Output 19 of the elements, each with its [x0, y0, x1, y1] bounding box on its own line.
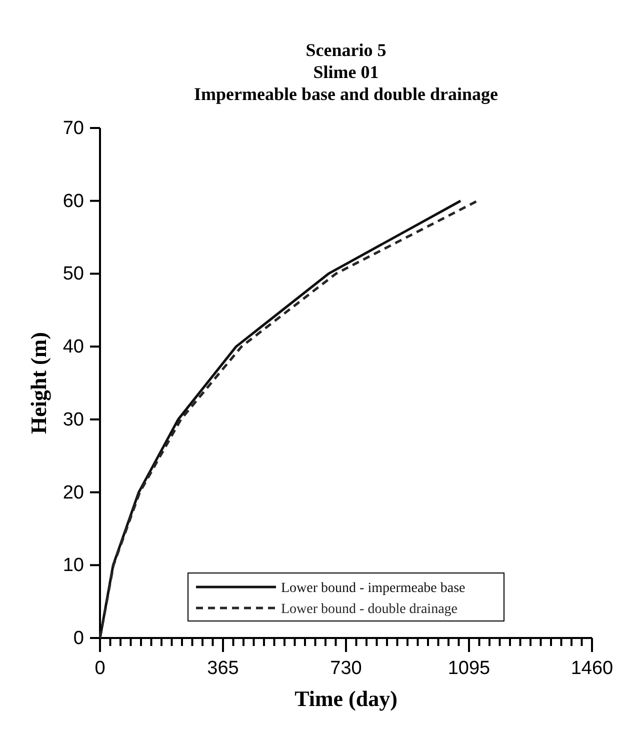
text: Lower bound - impermeabe base [281, 581, 466, 596]
y-tick-label: 20 [62, 482, 84, 504]
x-tick-label: 0 [94, 658, 106, 679]
y-axis-title: Height (m) [26, 332, 51, 434]
x-tick-label: 1095 [448, 658, 490, 679]
y-tick-label: 30 [62, 409, 84, 430]
chart-subtitle: Slime 01 Impermeable base and double drainage [194, 62, 498, 104]
x-tick-label: 365 [207, 658, 239, 679]
y-tick-label: 40 [62, 336, 84, 358]
y-tick-label: 10 [62, 555, 84, 576]
y-tick-label: 50 [62, 264, 84, 285]
x-tick-label: 730 [330, 658, 362, 679]
text: Lower bound - double drainage [281, 602, 458, 617]
x-axis-title: Time (day) [294, 686, 398, 711]
chart-title: Scenario 5 [306, 40, 386, 60]
y-tick-label: 60 [62, 190, 84, 212]
y-tick-label: 0 [73, 628, 84, 649]
y-tick-label: 70 [62, 118, 84, 139]
x-tick-label: 1460 [570, 658, 614, 679]
